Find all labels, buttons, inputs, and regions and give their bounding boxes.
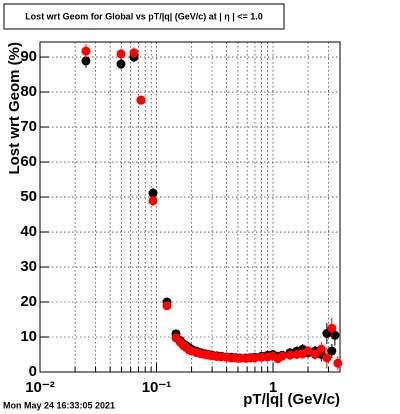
data-point [316,344,326,354]
data-point [148,188,158,198]
data-point [333,358,343,368]
data-point [136,95,146,105]
data-point [285,350,295,360]
data-point [322,353,332,363]
data-point [303,346,313,356]
data-point [277,351,287,361]
data-point [310,350,320,360]
plot-frame [39,41,341,373]
y-tick-label: 20 [20,293,37,310]
data-point [250,353,260,363]
y-tick-label: 60 [20,153,37,170]
y-tick-label: 80 [20,83,37,100]
y-tick-label: 50 [20,188,37,205]
data-point [327,346,337,356]
data-point [81,46,91,56]
y-tick-label: 0 [29,363,37,380]
chart-title: Lost wrt Geom for Global vs pT/|q| (GeV/… [25,11,263,21]
y-tick-label: 90 [20,48,37,65]
y-axis-label: Lost wrt Geom (%) [6,42,23,175]
y-tick-label: 70 [20,118,37,135]
title-box [3,3,285,30]
footer-date: Mon May 24 16:33:05 2021 [3,400,115,410]
x-tick-label: 10⁻² [25,379,55,396]
data-point [162,301,172,311]
x-axis-label: pT/|q| (GeV/c) [243,391,340,408]
y-tick-label: 40 [20,223,37,240]
data-point [330,330,340,340]
x-tick-label: 10⁻¹ [142,379,172,396]
y-tick-label: 30 [20,258,37,275]
data-point [327,323,337,333]
x-tick-label: 1 [269,379,277,396]
data-point [116,59,126,69]
y-tick-label: 10 [20,328,37,345]
data-point [116,49,126,59]
data-point [148,196,158,206]
data-point [129,48,139,58]
data-point [81,56,91,66]
